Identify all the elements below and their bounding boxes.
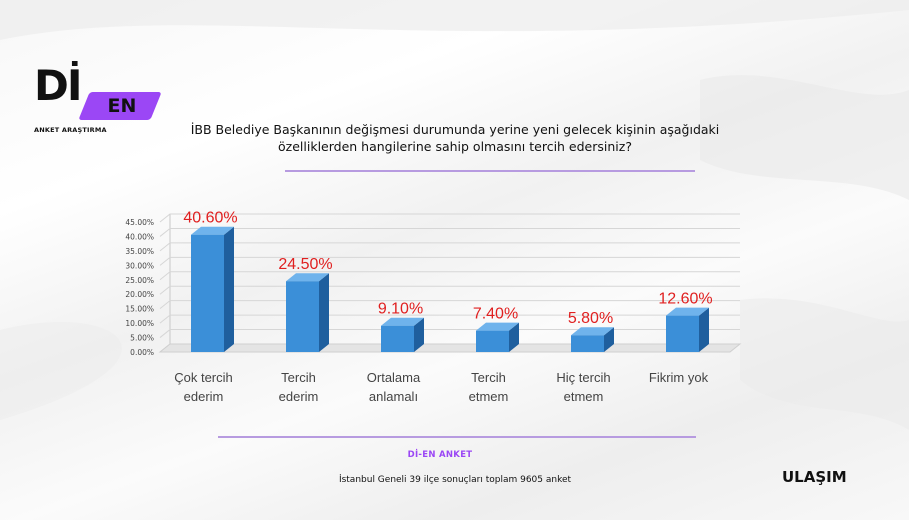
bar-top [286, 273, 329, 282]
chart-floor [158, 343, 742, 353]
logo-subtitle: ANKET ARAŞTIRMA [34, 126, 107, 134]
data-label: 12.60% [658, 291, 712, 308]
y-tick-label: 30.00% [125, 261, 154, 270]
bar [381, 325, 414, 352]
x-category-label: Tercih [281, 370, 316, 385]
survey-question-line-2: özelliklerden hangilerine sahip olmasını… [278, 139, 632, 154]
x-category-label: Çok tercih [174, 370, 233, 385]
survey-question: İBB Belediye Başkanının değişmesi durumu… [150, 121, 760, 155]
y-tick-label: 35.00% [125, 247, 154, 256]
data-label: 9.10% [378, 301, 423, 318]
y-tick-label: 5.00% [130, 334, 154, 343]
bar [476, 330, 509, 352]
x-category-label: ederim [279, 389, 319, 404]
survey-question-line-1: İBB Belediye Başkanının değişmesi durumu… [190, 122, 720, 137]
gridline [159, 242, 740, 252]
gridline [159, 227, 740, 237]
gridline [159, 314, 740, 324]
bar-top [571, 327, 614, 336]
data-label: 40.60% [183, 210, 237, 227]
bar-side [224, 226, 234, 352]
bar-top [476, 322, 519, 331]
footer-title: Dİ-EN ANKET [407, 450, 473, 460]
x-category-label: anlamalı [369, 389, 418, 404]
y-tick-label: 40.00% [125, 232, 154, 241]
gridline [159, 329, 740, 338]
footer-note: İstanbul Geneli 39 ilçe sonuçları toplam… [338, 475, 572, 485]
bar [286, 281, 319, 352]
x-category-label: Ortalama [367, 370, 421, 385]
bottom-divider [218, 436, 696, 438]
bar [571, 335, 604, 352]
bar-side [604, 327, 614, 352]
y-tick-label: 0.00% [130, 348, 154, 357]
gridline [159, 256, 740, 266]
gridline [159, 213, 740, 223]
x-category-label: Tercih [471, 370, 506, 385]
logo-en-text: EN [107, 95, 137, 117]
category-badge: ULAŞIM [782, 468, 847, 486]
brand-logo: Dİ EN ANKET ARAŞTIRMA [34, 62, 164, 142]
gridline [159, 285, 740, 295]
bar-top [381, 317, 424, 326]
x-category-label: ederim [184, 389, 224, 404]
data-label: 24.50% [278, 256, 332, 273]
bar-top [191, 226, 234, 235]
y-tick-label: 45.00% [125, 218, 154, 227]
bar [666, 315, 699, 352]
data-label: 5.80% [568, 310, 613, 327]
x-category-label: Hiç tercih [556, 370, 610, 385]
bar-side [319, 273, 329, 352]
bar-top [666, 307, 709, 316]
logo-main-text: Dİ [34, 61, 82, 110]
data-label: 7.40% [473, 306, 518, 323]
top-divider [285, 170, 695, 172]
y-tick-label: 25.00% [125, 276, 154, 285]
gridline [159, 300, 740, 310]
y-tick-label: 10.00% [125, 319, 154, 328]
x-category-label: etmem [469, 389, 509, 404]
y-tick-label: 20.00% [125, 290, 154, 299]
bar [191, 234, 224, 352]
bar-side [509, 322, 519, 352]
gridline [159, 271, 740, 281]
y-tick-label: 15.00% [125, 305, 154, 314]
bar-side [699, 307, 709, 352]
x-category-label: Fikrim yok [649, 370, 709, 385]
x-category-label: etmem [564, 389, 604, 404]
bar-side [414, 317, 424, 352]
